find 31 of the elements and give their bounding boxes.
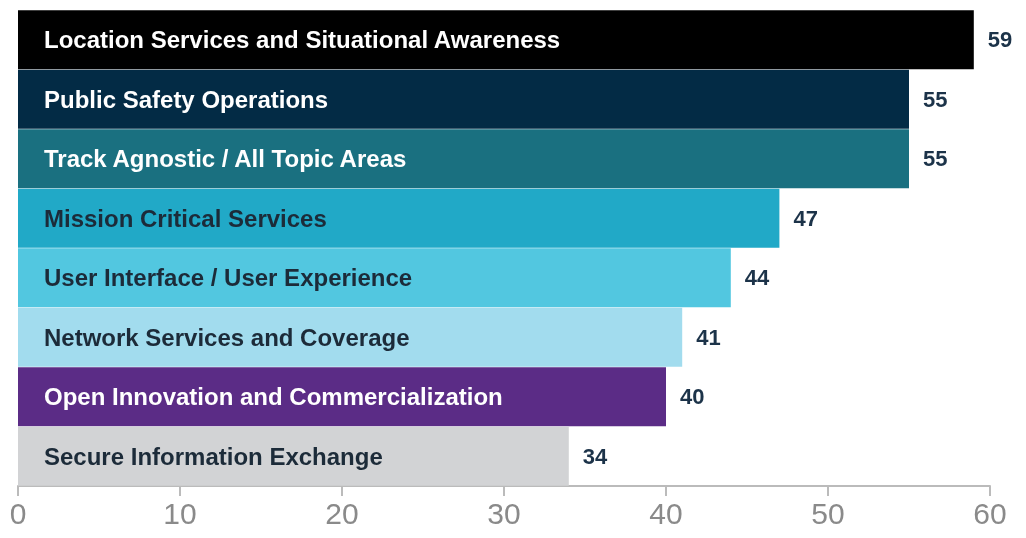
data-label: 41 [696, 324, 721, 350]
y-tick-label: Network Services and Coverage [44, 323, 410, 351]
bar [18, 248, 731, 308]
y-tick-label: Open Innovation and Commercialization [44, 383, 503, 411]
bar [18, 10, 974, 70]
x-tick-label: 60 [973, 496, 1007, 530]
y-tick-label: Public Safety Operations [44, 85, 329, 113]
y-tick-label: Mission Critical Services [44, 204, 327, 232]
x-tick-label: 20 [325, 496, 359, 530]
x-tick-label: 30 [487, 496, 521, 530]
data-label: 55 [923, 86, 948, 112]
bar [18, 307, 683, 367]
bar [18, 129, 909, 189]
data-label: 47 [793, 205, 818, 231]
y-tick-label: User Interface / User Experience [44, 264, 413, 292]
x-tick-label: 40 [649, 496, 683, 530]
bar [18, 69, 909, 129]
bar [18, 188, 780, 248]
y-tick-label: Track Agnostic / All Topic Areas [44, 145, 407, 173]
x-tick-label: 0 [9, 496, 27, 530]
data-label: 40 [680, 384, 705, 410]
x-tick-label: 50 [811, 496, 845, 530]
bar [18, 426, 569, 486]
data-label: 59 [987, 27, 1013, 53]
x-tick-label: 10 [163, 496, 197, 530]
y-tick-label: Location Services and Situational Awareness [44, 26, 561, 54]
data-label: 44 [744, 265, 771, 291]
data-label: 55 [923, 146, 948, 172]
data-label: 34 [582, 443, 609, 469]
bar [18, 367, 666, 427]
y-tick-label: Secure Information Exchange [44, 442, 383, 470]
